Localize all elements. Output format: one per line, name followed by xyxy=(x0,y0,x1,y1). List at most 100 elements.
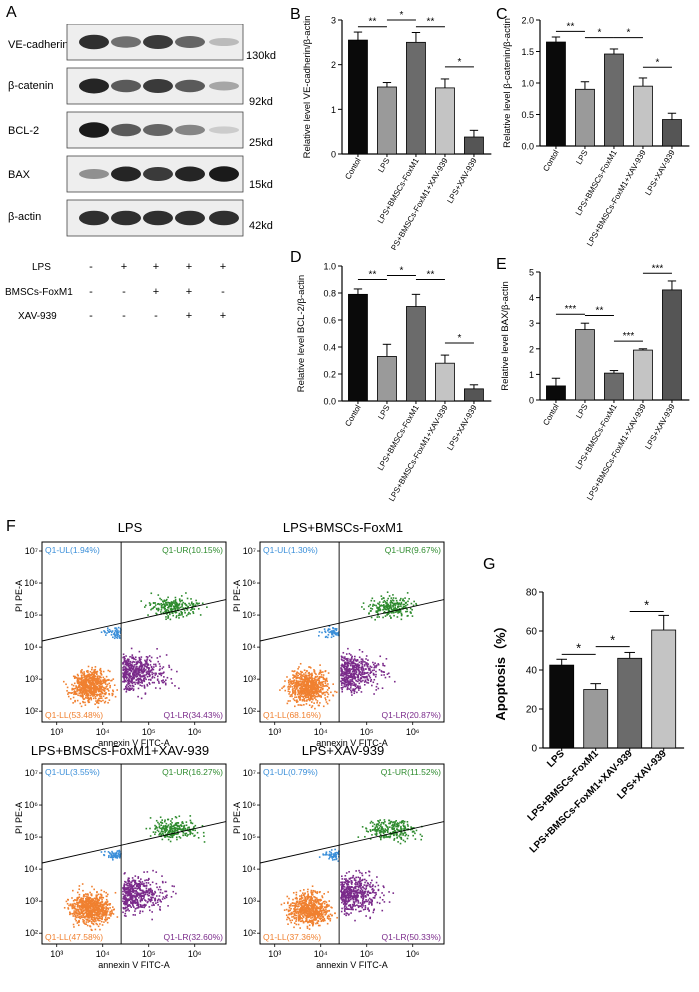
event-dot xyxy=(185,604,188,606)
event-dot xyxy=(150,898,153,900)
event-dot xyxy=(75,909,77,912)
event-dot xyxy=(300,693,302,696)
event-dot xyxy=(77,681,79,684)
event-dot xyxy=(354,688,357,690)
protein-label-beta-catenin: β-catenin xyxy=(8,80,54,92)
event-dot xyxy=(99,912,102,914)
event-dot xyxy=(353,665,356,667)
event-dot xyxy=(286,895,289,898)
event-dot xyxy=(406,610,409,613)
event-dot xyxy=(82,698,85,701)
flow-plot-lps-bmscs-foxm1: Q1-UL(1.30%) Q1-UR(9.67%)Q1-LL(68.16%) Q1-… xyxy=(232,541,445,748)
event-dot xyxy=(348,667,351,670)
event-dot xyxy=(143,903,146,906)
y-tick-label: 0 xyxy=(531,744,537,755)
event-dot xyxy=(311,684,313,687)
event-dot xyxy=(360,658,363,660)
event-dot xyxy=(157,821,159,824)
event-dot xyxy=(79,681,82,684)
event-dot xyxy=(386,605,388,608)
event-dot xyxy=(191,601,193,604)
event-dot xyxy=(382,616,384,619)
event-dot xyxy=(82,700,84,703)
event-dot xyxy=(301,900,304,902)
event-dot xyxy=(96,916,98,919)
event-dot xyxy=(113,631,116,634)
event-dot xyxy=(83,698,86,700)
event-dot xyxy=(309,680,311,683)
event-dot xyxy=(387,608,389,610)
bar xyxy=(435,87,455,155)
event-dot xyxy=(147,889,150,891)
event-dot xyxy=(182,832,185,834)
event-dot xyxy=(289,678,291,681)
event-dot xyxy=(129,688,131,690)
event-dot xyxy=(77,674,79,677)
event-dot xyxy=(312,695,314,697)
event-dot xyxy=(108,628,111,631)
event-dot xyxy=(144,905,146,907)
event-dot xyxy=(154,824,156,827)
event-dot xyxy=(340,664,343,667)
blot-band xyxy=(209,38,239,46)
event-dot xyxy=(67,691,70,694)
event-dot xyxy=(88,691,90,694)
event-dot xyxy=(128,672,131,674)
event-dot xyxy=(158,682,160,684)
event-dot xyxy=(342,679,345,682)
y-tick-label: 0 xyxy=(529,396,534,406)
event-dot xyxy=(124,894,126,897)
event-dot xyxy=(320,695,322,697)
event-dot xyxy=(386,603,388,605)
event-dot xyxy=(358,661,361,664)
event-dot xyxy=(322,674,325,676)
event-dot xyxy=(80,897,83,899)
event-dot xyxy=(308,676,311,679)
event-dot xyxy=(127,685,130,688)
event-dot xyxy=(87,686,89,688)
event-dot xyxy=(185,821,188,823)
event-dot xyxy=(162,681,165,684)
event-dot xyxy=(162,611,165,614)
event-dot xyxy=(94,906,97,909)
event-dot xyxy=(374,618,376,621)
event-dot xyxy=(336,632,338,635)
event-dot xyxy=(287,688,290,690)
event-dot xyxy=(201,602,204,605)
event-dot xyxy=(103,907,106,909)
event-dot xyxy=(167,615,169,617)
event-dot xyxy=(295,696,298,698)
event-dot xyxy=(88,898,91,901)
event-dot xyxy=(92,901,95,904)
event-dot xyxy=(306,696,308,699)
event-dot xyxy=(400,612,403,615)
event-dot xyxy=(124,901,127,903)
event-dot xyxy=(340,682,343,685)
event-dot xyxy=(409,607,412,610)
event-dot xyxy=(141,675,143,678)
event-dot xyxy=(137,885,139,888)
event-dot xyxy=(132,677,135,680)
event-dot xyxy=(106,632,108,634)
event-dot xyxy=(384,608,387,611)
event-dot xyxy=(78,681,81,684)
event-dot xyxy=(74,693,77,695)
event-dot xyxy=(324,630,326,632)
event-dot xyxy=(197,608,200,610)
event-dot xyxy=(95,917,97,920)
blot-band xyxy=(209,126,239,134)
sign: + xyxy=(219,261,227,273)
event-dot xyxy=(96,917,99,920)
event-dot xyxy=(388,606,391,608)
quadrant-label-ur: Q1-UR(10.15%) xyxy=(162,545,223,555)
event-dot xyxy=(146,659,148,661)
event-dot xyxy=(347,674,349,677)
event-dot xyxy=(147,894,150,897)
event-dot xyxy=(172,614,175,617)
event-dot xyxy=(94,703,96,706)
event-dot xyxy=(105,895,108,898)
event-dot xyxy=(303,675,306,678)
blot-band xyxy=(143,35,173,49)
event-dot xyxy=(344,671,346,674)
